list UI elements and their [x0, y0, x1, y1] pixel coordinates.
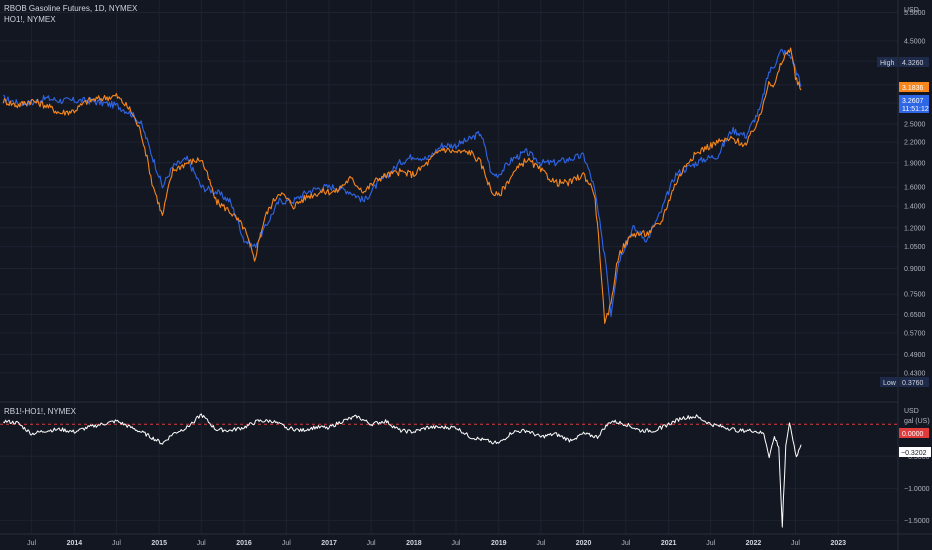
low-label: Low [883, 380, 897, 387]
high-value: 4.3260 [902, 60, 924, 67]
series-layer [0, 47, 898, 528]
spread-last-value: −0.3202 [901, 450, 927, 457]
time-tick-label: Jul [367, 540, 376, 547]
spread-legend[interactable]: RB1!-HO1!, NYMEX [4, 406, 76, 417]
time-tick-label: Jul [791, 540, 800, 547]
price-tick-label: 1.2000 [904, 225, 926, 232]
time-tick-label: Jul [451, 540, 460, 547]
ho-last-price-badge: 3.2607 11:51:12 [899, 95, 929, 113]
spread-legend-title: RB1!-HO1!, NYMEX [4, 407, 77, 416]
spread-zero-badge: 0.0000 [899, 428, 929, 438]
time-tick-label: Jul [621, 540, 630, 547]
spread-series-line [2, 413, 802, 528]
time-tick-label: 2015 [151, 540, 167, 547]
time-tick-label: Jul [27, 540, 36, 547]
price-tick-label: 0.4900 [904, 352, 926, 359]
price-axis-currency: USD [904, 7, 919, 14]
time-tick-label: 2016 [236, 540, 252, 547]
price-tick-label: 0.4300 [904, 370, 926, 377]
time-tick-label: 2018 [406, 540, 422, 547]
price-tick-label: 4.5000 [904, 38, 926, 45]
time-axis[interactable]: Jul 2014 Jul 2015 Jul 2016 Jul 2017 Jul 2018 Jul 20… [27, 540, 846, 547]
spread-tick-label: −0.5000 [904, 454, 930, 461]
spread-axis-unit: gal (US) [904, 418, 930, 425]
rb-last-value: 3.1836 [902, 85, 924, 92]
high-label: High [880, 60, 895, 67]
price-tick-label: 0.5700 [904, 331, 926, 338]
spread-axis[interactable]: USD gal (US) −0.5000 −1.0000 −1.5000 [904, 408, 930, 525]
high-badge: High 4.3260 [877, 57, 929, 67]
time-tick-label: 2017 [321, 540, 337, 547]
price-tick-label: 1.4000 [904, 203, 926, 210]
rb-series-line [2, 47, 802, 324]
time-tick-label: 2020 [576, 540, 592, 547]
time-tick-label: Jul [536, 540, 545, 547]
price-tick-label: 5.5000 [904, 10, 926, 17]
time-tick-label: 2022 [746, 540, 762, 547]
price-tick-label: 0.7500 [904, 292, 926, 299]
price-tick-label: 2.5000 [904, 121, 926, 128]
spread-axis-currency: USD [904, 408, 919, 415]
price-tick-label: 1.6000 [904, 185, 926, 192]
ho-series-line [3, 48, 802, 318]
price-tick-label: 1.9000 [904, 160, 926, 167]
ho-countdown: 11:51:12 [902, 106, 929, 113]
price-tick-label: 2.2000 [904, 140, 926, 147]
time-tick-label: 2014 [67, 540, 83, 547]
main-legend[interactable]: RBOB Gasoline Futures, 1D, NYMEX HO1!, N… [4, 3, 137, 25]
time-tick-label: 2021 [661, 540, 677, 547]
spread-last-badge: −0.3202 [899, 447, 931, 457]
time-tick-label: Jul [706, 540, 715, 547]
rb-last-price-badge: 3.1836 [899, 82, 929, 92]
price-tick-label: 0.9000 [904, 266, 926, 273]
time-tick-label: 2023 [830, 540, 846, 547]
main-legend-second: HO1!, NYMEX [4, 15, 56, 24]
low-badge: Low 0.3760 [880, 377, 929, 387]
ho-last-value: 3.2607 [902, 98, 924, 105]
grid-lines [0, 0, 898, 534]
price-tick-label: 0.6500 [904, 312, 926, 319]
time-tick-label: Jul [112, 540, 121, 547]
main-legend-title: RBOB Gasoline Futures, 1D, NYMEX [4, 4, 138, 13]
time-tick-label: Jul [282, 540, 291, 547]
price-tick-label: 1.0500 [904, 244, 926, 251]
time-tick-label: Jul [197, 540, 206, 547]
spread-zero-value: 0.0000 [902, 431, 924, 438]
low-value: 0.3760 [902, 380, 924, 387]
spread-tick-label: −1.5000 [904, 518, 930, 525]
spread-tick-label: −1.0000 [904, 486, 930, 493]
time-tick-label: 2019 [491, 540, 507, 547]
